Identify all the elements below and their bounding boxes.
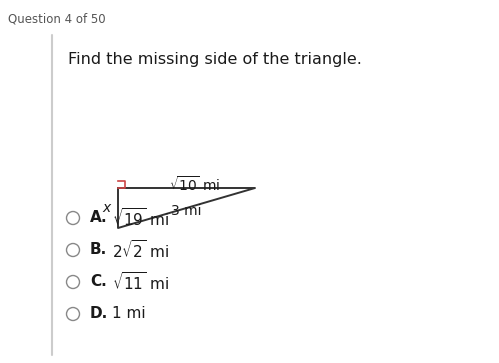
Text: Question 4 of 50: Question 4 of 50 [8,12,106,25]
Text: $\sqrt{11}$ mi: $\sqrt{11}$ mi [112,271,169,293]
Text: B.: B. [90,242,107,257]
Text: C.: C. [90,274,107,290]
Text: 1 mi: 1 mi [112,306,146,322]
Text: 3 mi: 3 mi [171,204,202,218]
Text: $\sqrt{19}$ mi: $\sqrt{19}$ mi [112,207,169,229]
Text: $\sqrt{10}$ mi: $\sqrt{10}$ mi [169,175,220,194]
Text: $2\sqrt{2}$ mi: $2\sqrt{2}$ mi [112,239,169,261]
Text: Find the missing side of the triangle.: Find the missing side of the triangle. [68,52,362,67]
Text: D.: D. [90,306,108,322]
Text: x: x [102,201,110,215]
Text: A.: A. [90,211,108,225]
